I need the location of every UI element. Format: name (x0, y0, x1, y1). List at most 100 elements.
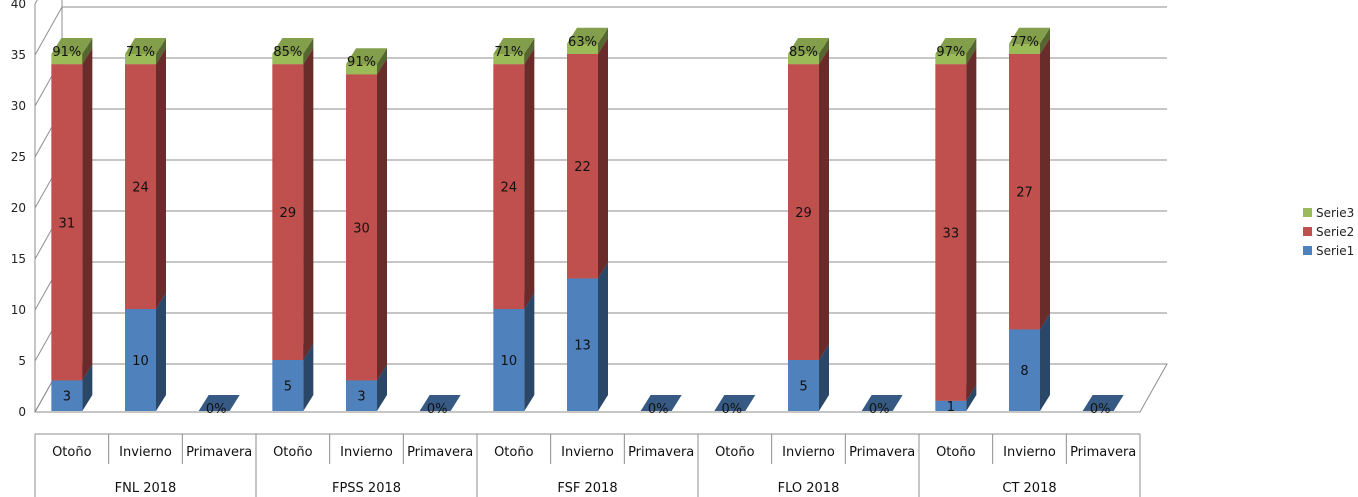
data-label: 31 (59, 216, 76, 231)
bar-top-serie3 (1009, 27, 1050, 44)
data-label: 29 (280, 206, 297, 221)
bar-side-serie3 (82, 38, 93, 65)
bar-segment-serie1 (640, 395, 682, 411)
data-label: 1 (947, 400, 955, 415)
legend-swatch (1303, 208, 1312, 217)
bar-side-serie1 (819, 344, 829, 411)
data-label: 10 (501, 354, 518, 369)
bar-segment-serie2 (935, 64, 967, 401)
category-label: Primavera (628, 445, 694, 460)
bar-side-serie2 (303, 48, 314, 360)
group-label: CT 2018 (1002, 481, 1056, 496)
bar-segment-serie3 (125, 54, 156, 65)
bar-side-serie3 (819, 38, 829, 65)
category-label: Otoño (52, 445, 92, 460)
bar-segment-serie3 (272, 54, 304, 65)
data-label: 63% (568, 35, 597, 50)
bar-segment-serie1 (567, 278, 598, 411)
legend-swatch (1303, 246, 1312, 255)
legend-item: Serie2 (1303, 222, 1354, 241)
data-label: 5 (284, 380, 292, 395)
bar-segment-serie1 (493, 309, 525, 411)
legend-item: Serie1 (1303, 241, 1354, 260)
data-label: 91% (347, 55, 376, 70)
bar-side-serie1 (1040, 313, 1050, 411)
bar-top-serie3 (51, 38, 93, 54)
bar-segment-serie1 (788, 360, 819, 411)
bar-side-serie3 (524, 38, 535, 65)
data-label: 0% (869, 402, 890, 417)
data-label: 27 (1016, 186, 1033, 201)
bar-segment-serie2 (346, 74, 377, 381)
bar-segment-serie2 (51, 64, 83, 381)
group-label: FSF 2018 (557, 481, 617, 496)
bar-segment-serie1 (714, 395, 756, 411)
bar-top-serie3 (567, 27, 608, 44)
bar-segment-serie3 (788, 54, 819, 65)
bar-segment-serie3 (493, 54, 525, 65)
data-label: 0% (648, 402, 669, 417)
data-label: 0% (427, 402, 448, 417)
data-label: 85% (273, 45, 302, 60)
data-label: 3 (357, 390, 365, 405)
data-label: 0% (722, 402, 743, 417)
data-label: 0% (206, 402, 227, 417)
group-label: FLO 2018 (778, 481, 840, 496)
bar-segment-serie3 (346, 64, 377, 75)
bar-side-serie3 (598, 27, 608, 54)
bar-top-serie3 (935, 38, 977, 54)
data-label: 30 (353, 221, 370, 236)
data-label: 10 (132, 354, 149, 369)
bar-side-serie2 (819, 48, 829, 360)
category-label: Invierno (119, 445, 172, 460)
bar-top-serie3 (125, 38, 166, 54)
bar-side-serie1 (156, 293, 166, 411)
y-tick-label: 35 (11, 48, 26, 62)
bar-segment-serie1 (51, 380, 83, 411)
bar-segment-serie3 (567, 43, 598, 54)
bar-side-serie3 (303, 38, 314, 65)
bar-side-serie3 (156, 38, 166, 65)
data-label: 8 (1020, 364, 1028, 379)
y-tick-label: 5 (18, 354, 26, 368)
bar-top-serie3 (346, 48, 387, 65)
bar-side-serie2 (598, 38, 608, 279)
data-label: 22 (574, 160, 591, 175)
bar-segment-serie1 (272, 360, 304, 411)
legend-label: Serie2 (1316, 224, 1355, 239)
bar-segment-serie1 (198, 395, 240, 411)
data-label: 97% (936, 45, 965, 60)
category-label: Invierno (340, 445, 393, 460)
bar-segment-serie1 (125, 309, 156, 411)
category-label: Primavera (186, 445, 252, 460)
bar-segment-serie3 (51, 54, 83, 65)
side-wall-line (34, 0, 38, 5)
bar-segment-serie3 (1009, 43, 1040, 54)
bar-segment-serie1 (935, 400, 967, 411)
bar-side-serie1 (598, 262, 608, 411)
group-label: FPSS 2018 (332, 481, 401, 496)
bar-segment-serie1 (1009, 329, 1040, 411)
group-label: FNL 2018 (115, 481, 177, 496)
y-tick-label: 15 (11, 252, 26, 266)
bar-segment-serie2 (272, 64, 304, 360)
bar-segment-serie1 (346, 380, 377, 411)
data-label: 91% (52, 45, 81, 60)
bar-top-serie3 (493, 38, 535, 54)
bar-segment-serie2 (567, 54, 598, 279)
bar-side-serie2 (377, 58, 387, 381)
bar-side-serie3 (966, 38, 977, 65)
bar-segment-serie1 (1082, 395, 1124, 411)
bar-side-serie1 (82, 364, 93, 411)
bar-segment-serie2 (788, 64, 819, 360)
legend-label: Serie1 (1316, 243, 1355, 258)
bar-segment-serie3 (935, 54, 967, 65)
bar-top-serie3 (788, 38, 829, 54)
data-label: 85% (789, 45, 818, 60)
data-label: 71% (126, 45, 155, 60)
bar-segment-serie2 (1009, 54, 1040, 330)
y-tick-label: 20 (11, 201, 26, 215)
bar-side-serie1 (966, 384, 977, 411)
category-label: Primavera (849, 445, 915, 460)
